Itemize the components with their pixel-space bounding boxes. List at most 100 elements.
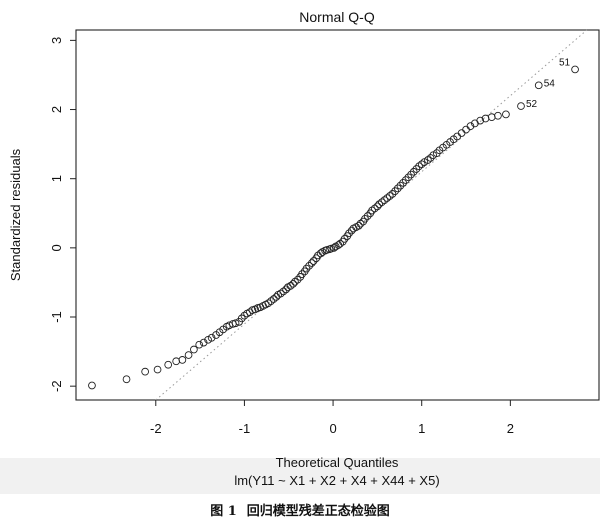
qq-point [487, 113, 496, 121]
y-tick-label: 3 [49, 37, 64, 44]
x-tick-label: 2 [507, 421, 514, 436]
qq-point [412, 165, 421, 173]
model-formula: lm(Y11 ~ X1 + X2 + X4 + X44 + X5) [234, 473, 439, 488]
qq-point [517, 102, 525, 110]
qq-point [307, 259, 316, 267]
qq-point [88, 381, 96, 390]
qq-point [462, 125, 470, 134]
qq-point [330, 244, 338, 252]
qq-point [316, 249, 325, 258]
qq-point [373, 202, 382, 211]
plot-background [0, 0, 600, 492]
qq-point [399, 178, 407, 187]
x-axis-title: Theoretical Quantiles [276, 455, 399, 470]
qq-point [340, 235, 349, 243]
qq-point [291, 277, 299, 286]
qq-point [494, 111, 502, 120]
qq-point [289, 279, 298, 288]
qq-point [345, 229, 353, 238]
qq-point [279, 287, 288, 296]
point-label: 51 [559, 57, 571, 68]
qq-point [502, 110, 510, 119]
qq-point [476, 116, 485, 125]
qq-point [305, 261, 313, 270]
qq-point [302, 264, 311, 273]
qq-point [534, 81, 543, 90]
qq-point [377, 198, 386, 207]
qq-point [309, 257, 318, 265]
qq-point [383, 194, 391, 202]
qq-point [184, 351, 193, 359]
qq-point [424, 156, 432, 164]
qq-point [404, 173, 413, 182]
qq-point [417, 160, 426, 169]
x-tick-label: 1 [418, 421, 425, 436]
caption-label: 图 1 [210, 504, 237, 519]
qq-point [363, 212, 372, 220]
qq-point [267, 297, 275, 305]
y-tick-label: 2 [49, 106, 64, 113]
point-label: 52 [526, 99, 538, 110]
figure-caption: 图 1 回归模型残差正态检验图 [0, 500, 600, 519]
data-points [88, 65, 579, 390]
qq-point [356, 219, 365, 228]
qq-point [380, 196, 389, 204]
qq-point [269, 295, 278, 303]
qq-point [293, 275, 302, 284]
qq-point [207, 333, 216, 342]
qq-point [298, 270, 306, 278]
qq-point [122, 375, 131, 384]
qq-point [336, 239, 345, 248]
caption-text: 回归模型残差正态检验图 [246, 504, 390, 519]
y-axis: -2 -1 0 1 2 3 [49, 37, 76, 392]
qq-point [385, 192, 394, 200]
qq-point [172, 357, 181, 366]
qq-point [415, 162, 423, 171]
qq-point [286, 282, 295, 290]
qq-point [276, 289, 285, 298]
plot-frame [75, 29, 600, 401]
qq-point [396, 181, 405, 190]
qq-point [368, 206, 376, 215]
qq-point [264, 299, 273, 308]
qq-point [375, 200, 384, 209]
qq-point [571, 65, 579, 74]
x-axis: -2 -1 0 1 2 [150, 400, 514, 436]
qq-point [190, 345, 198, 354]
x-tick-label: -1 [239, 421, 251, 436]
qq-point [141, 367, 149, 376]
y-tick-label: 0 [49, 244, 64, 251]
qq-point [407, 170, 415, 179]
qq-point [426, 154, 435, 162]
qq-point [361, 214, 369, 223]
qq-point [401, 176, 410, 184]
axis-label-band [0, 458, 600, 494]
qq-point [432, 149, 441, 157]
y-tick-label: -1 [49, 311, 64, 323]
qq-point [199, 338, 208, 347]
qq-point [457, 129, 466, 137]
qq-point [388, 190, 397, 198]
qq-point [153, 365, 162, 374]
qq-point [237, 314, 246, 323]
y-axis-title: Standardized residuals [8, 148, 23, 281]
qq-point [391, 187, 399, 195]
point-label: 54 [544, 78, 556, 89]
qq-point [164, 360, 173, 369]
qq-point [195, 340, 204, 349]
qq-point [466, 122, 475, 130]
x-tick-label: 0 [329, 421, 336, 436]
qq-point [393, 184, 402, 193]
qq-point [409, 167, 418, 176]
qq-point [178, 356, 187, 364]
y-tick-label: -2 [49, 380, 64, 392]
x-tick-label: -2 [150, 421, 162, 436]
y-tick-label: 1 [49, 175, 64, 182]
qq-point [231, 319, 240, 328]
qq-point [370, 204, 379, 213]
chart-title: Normal Q-Q [299, 9, 375, 25]
qq-point [354, 221, 363, 230]
